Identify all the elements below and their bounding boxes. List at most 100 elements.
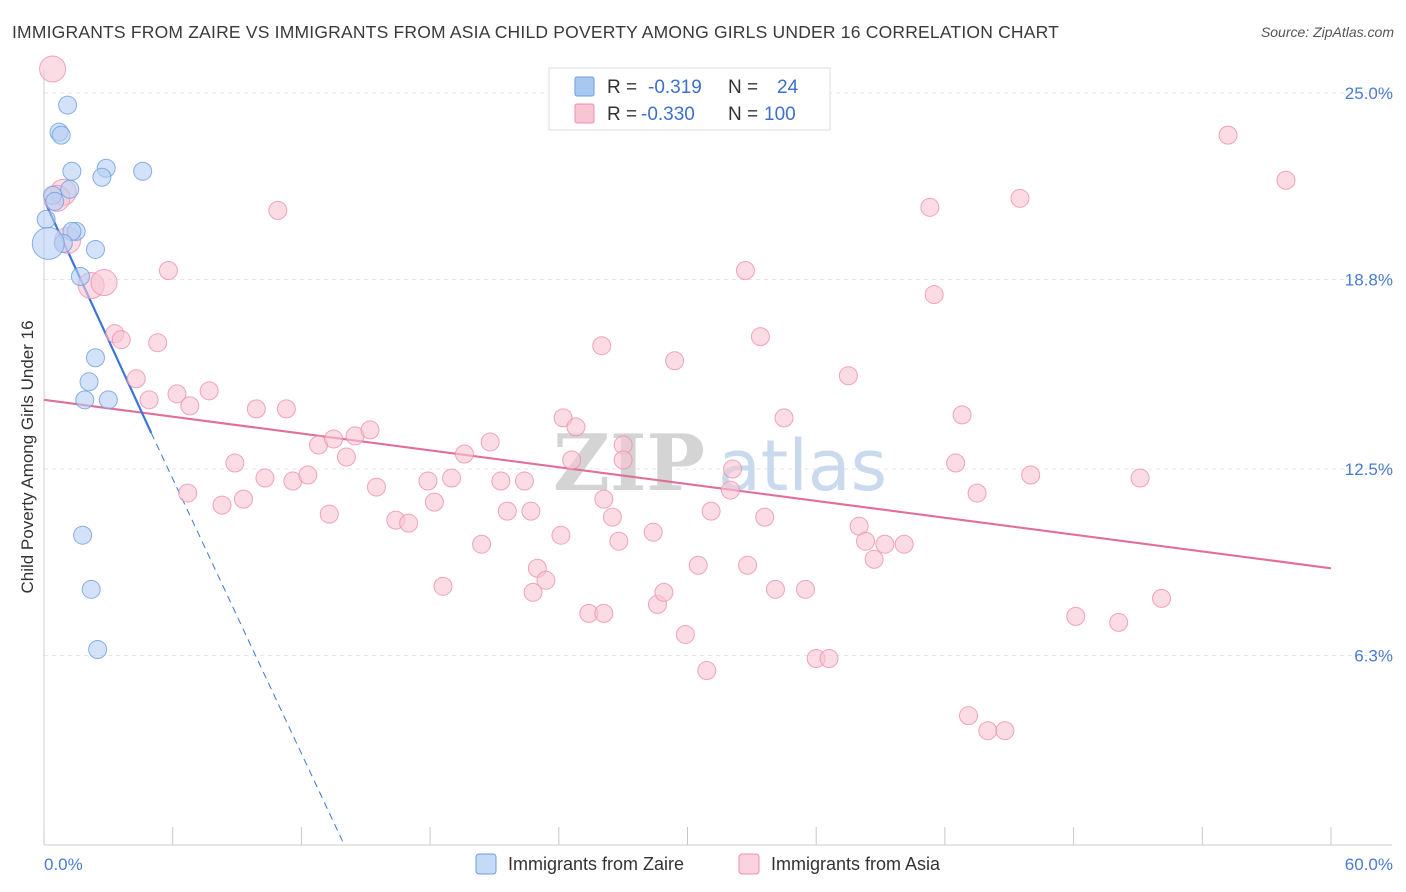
legend-swatch-asia-bottom [738,853,760,875]
data-point [158,261,178,281]
correlation-legend: R = -0.319 N = 24 R = -0.330 N = 100 [548,67,831,131]
data-point [750,327,770,347]
data-point [180,396,200,416]
data-point [268,200,288,220]
legend-r-value-asia: -0.330 [641,104,695,125]
series-zaire [31,95,153,659]
data-point [1218,125,1238,145]
data-point [765,579,785,599]
data-point [967,483,987,503]
data-point [723,459,743,479]
data-point [497,501,517,521]
data-point [523,582,543,602]
data-point [255,468,275,488]
data-point [1276,170,1296,190]
data-point [720,480,740,500]
data-point [167,384,187,404]
data-point [1010,188,1030,208]
data-point [755,507,775,527]
data-point [75,390,95,410]
data-point [1109,612,1129,632]
data-point [85,348,105,368]
gridlines [44,92,1392,657]
legend-r-label: R = [607,104,637,125]
data-point [424,492,444,512]
data-point [324,429,344,449]
data-point [418,471,438,491]
data-point [952,405,972,425]
data-point [225,453,245,473]
data-point [454,444,474,464]
y-tick-labels: 6.3% 12.5% 18.8% 25.0% [1345,84,1393,665]
data-point [79,372,99,392]
data-point [1130,468,1150,488]
x-tick-label-min: 0.0% [44,855,83,874]
x-tick-label-max: 60.0% [1345,855,1393,874]
data-point [433,576,453,596]
data-point [199,381,219,401]
data-point [39,55,67,83]
data-point [594,489,614,509]
data-point [442,468,462,488]
data-point [856,531,876,551]
legend-box [548,67,831,131]
data-point [85,239,105,259]
data-point [688,555,708,575]
trend-line-asia [43,398,1332,570]
data-point [697,661,717,681]
data-point [613,450,633,470]
data-point [491,471,511,491]
data-point [139,390,159,410]
data-point [399,513,419,533]
data-point [60,179,80,199]
data-point [73,525,93,545]
y-tick-label: 25.0% [1345,84,1393,103]
legend-n-value-asia: 100 [764,104,796,125]
data-point [1021,465,1041,485]
data-point [675,624,695,644]
legend-swatch-zaire [574,76,595,97]
data-point [521,501,541,521]
data-point [536,570,556,590]
trend-line-zaire-extension [150,432,345,846]
data-point [98,390,118,410]
data-point [1152,588,1172,608]
legend-label-asia: Immigrants from Asia [771,854,941,874]
data-point [90,269,118,297]
data-point [246,399,266,419]
data-point [88,639,108,659]
data-point [609,531,629,551]
data-point [562,450,582,470]
data-point [594,603,614,623]
data-point [795,579,815,599]
data-point [875,534,895,554]
legend-label-zaire: Immigrants from Zaire [508,854,684,874]
data-point [111,330,131,350]
data-point [336,447,356,467]
data-point [58,95,78,115]
data-point [233,489,253,509]
data-point [51,125,71,145]
data-point [514,471,534,491]
y-axis-label: Child Poverty Among Girls Under 16 [18,320,37,593]
legend-swatch-zaire-bottom [475,853,497,875]
legend-n-label: N = [728,77,758,98]
data-point [1066,606,1086,626]
legend-swatch-asia [574,103,595,124]
data-point [62,161,82,181]
chart-title: IMMIGRANTS FROM ZAIRE VS IMMIGRANTS FROM… [12,22,1060,42]
watermark-atlas: atlas [718,425,887,507]
data-point [592,336,612,356]
data-point [81,579,101,599]
data-point [643,522,663,542]
legend-n-value-zaire: 24 [777,77,799,98]
y-tick-label: 6.3% [1354,647,1393,666]
data-point [31,226,65,260]
data-point [298,465,318,485]
data-point [864,549,884,569]
data-point [946,453,966,473]
data-point [738,555,758,575]
data-point [472,534,492,554]
data-point [566,417,586,437]
data-point [70,267,90,287]
